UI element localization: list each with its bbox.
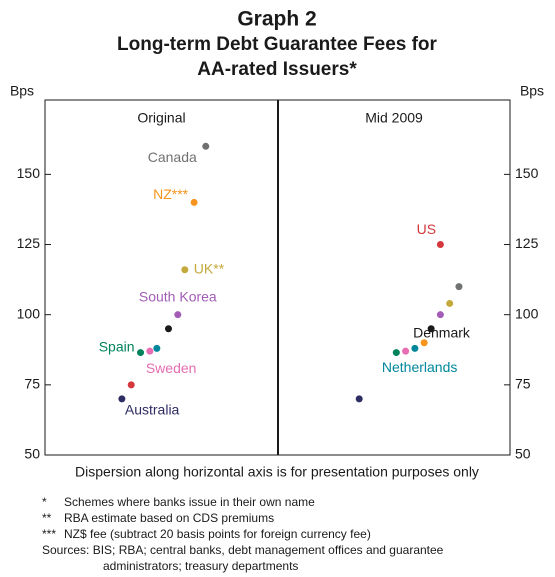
- point: [190, 198, 198, 206]
- point: [174, 311, 182, 319]
- y-tick-label: 150: [17, 165, 41, 181]
- point-label: NZ***: [153, 186, 189, 202]
- footnote-text: Schemes where banks issue in their own n…: [64, 495, 315, 509]
- point: [127, 381, 135, 389]
- point: [392, 349, 400, 357]
- point: [118, 395, 126, 403]
- footnote-marker: **: [42, 511, 52, 525]
- chart-subtitle: AA-rated Issuers*: [197, 59, 357, 80]
- point-label: Sweden: [146, 360, 197, 376]
- chart-subtitle: Long-term Debt Guarantee Fees for: [117, 34, 437, 55]
- y-tick-label: 75: [515, 376, 531, 392]
- note: Dispersion along horizontal axis is for …: [75, 464, 479, 480]
- point-label: Spain: [99, 338, 135, 354]
- point: [355, 395, 363, 403]
- y-tick-label: 100: [515, 305, 539, 321]
- footnote-text: NZ$ fee (subtract 20 basis points for fo…: [64, 527, 371, 541]
- footnote-marker: *: [42, 495, 47, 509]
- point: [420, 339, 428, 347]
- point: [446, 299, 454, 307]
- y-tick-label: 50: [515, 446, 531, 462]
- point: [436, 241, 444, 249]
- point-label: Australia: [125, 402, 180, 418]
- point-label: Denmark: [413, 324, 471, 340]
- footnote-marker: ***: [42, 527, 56, 541]
- y-axis-label: Bps: [520, 83, 544, 99]
- point: [153, 344, 161, 352]
- point: [411, 344, 419, 352]
- sources: Sources: BIS; RBA; central banks, debt m…: [42, 543, 444, 557]
- point: [164, 325, 172, 333]
- panel-title: Original: [137, 110, 185, 126]
- panel-title: Mid 2009: [365, 110, 423, 126]
- point-label: South Korea: [139, 288, 217, 304]
- point: [402, 347, 410, 355]
- chart-title: Graph 2: [237, 8, 316, 31]
- point-label: UK**: [194, 260, 225, 276]
- point: [455, 283, 463, 291]
- y-tick-label: 75: [24, 376, 40, 392]
- point-label: Canada: [148, 149, 197, 165]
- y-tick-label: 100: [17, 305, 41, 321]
- point: [137, 349, 145, 357]
- y-tick-label: 125: [515, 235, 539, 251]
- point: [436, 311, 444, 319]
- y-axis-label: Bps: [10, 83, 34, 99]
- point: [202, 142, 210, 150]
- y-tick-label: 125: [17, 235, 41, 251]
- point: [146, 347, 154, 355]
- y-tick-label: 50: [24, 446, 40, 462]
- point: [427, 325, 435, 333]
- y-tick-label: 150: [515, 165, 539, 181]
- point-label: Netherlands: [382, 359, 458, 375]
- footnote-text: RBA estimate based on CDS premiums: [64, 511, 274, 525]
- sources: administrators; treasury departments: [103, 559, 298, 573]
- point: [181, 266, 189, 274]
- point-label: US: [417, 221, 436, 237]
